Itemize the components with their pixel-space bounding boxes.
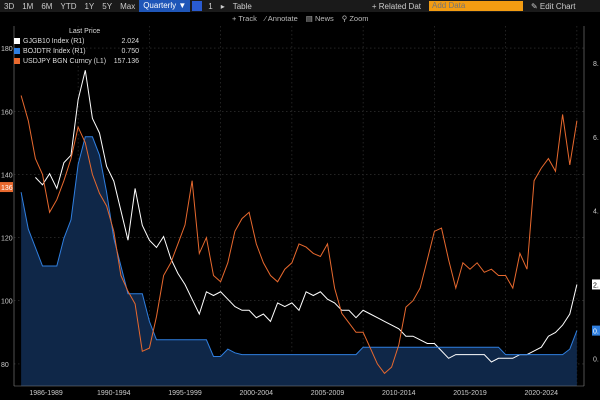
track-icon: + xyxy=(232,13,237,23)
x-tick-label-3: 2000-2004 xyxy=(240,390,274,397)
legend-swatch-white xyxy=(14,38,20,44)
chart-tools-bar: + Track ⁄ Annotate ▤ News ⚲ Zoom xyxy=(0,12,600,24)
track-button[interactable]: + Track xyxy=(232,13,257,23)
left-tick-label-140: 140 xyxy=(1,172,13,179)
chart-area[interactable]: 801001201401601801360.2.4.6.8.2.0.1986-1… xyxy=(0,24,600,400)
left-tick-label-120: 120 xyxy=(1,236,13,243)
legend-swatch-orange xyxy=(14,58,20,64)
series-line-0 xyxy=(35,70,578,363)
right-tick-label-4: 4. xyxy=(593,209,599,216)
range-1m-button[interactable]: 1M xyxy=(22,1,34,11)
chart-type-icon[interactable] xyxy=(192,1,203,11)
series-area-1 xyxy=(21,136,577,386)
range-1y-button[interactable]: 1Y xyxy=(84,1,95,11)
series-lines xyxy=(20,70,578,375)
x-tick-label-0: 1986-1989 xyxy=(29,390,63,397)
legend-item-gjgb10[interactable]: GJGB10 Index (R1) 2.024 xyxy=(14,36,139,46)
left-current-label: 136 xyxy=(1,185,13,192)
related-data-button[interactable]: + Related Dat xyxy=(371,1,421,11)
right-current-badge-white xyxy=(592,279,600,290)
range-ytd-button[interactable]: YTD xyxy=(60,1,77,11)
x-tick-label-1: 1990-1994 xyxy=(97,390,131,397)
annotate-icon: ⁄ xyxy=(264,13,267,23)
left-tick-label-180: 180 xyxy=(1,46,13,53)
legend: Last Price GJGB10 Index (R1) 2.024 BOJDT… xyxy=(14,28,139,66)
legend-header: Last Price xyxy=(69,28,101,35)
axes: 801001201401601801360.2.4.6.8.2.0.1986-1… xyxy=(0,26,600,397)
series-line-2 xyxy=(20,95,578,375)
legend-item-usdjpy[interactable]: USDJPY BGN Curncy (L1) 157.136 xyxy=(14,56,139,66)
grid-lines xyxy=(14,26,584,386)
news-icon: ▤ xyxy=(305,13,313,23)
zoom-icon: ⚲ xyxy=(341,13,348,23)
right-current-label-white: 2. xyxy=(593,282,599,289)
right-tick-label-8: 8. xyxy=(593,61,599,68)
left-tick-label-160: 160 xyxy=(1,109,13,116)
range-3d-button[interactable]: 3D xyxy=(4,1,15,11)
series-line-1 xyxy=(20,136,578,357)
legend-swatch-blue xyxy=(14,48,20,54)
x-tick-label-7: 2020-2024 xyxy=(525,390,559,397)
toolbar: 3D 1M 6M YTD 1Y 5Y Max Quarterly ▼ 1 ▸ T… xyxy=(0,0,600,12)
edit-chart-button[interactable]: ✎ Edit Chart xyxy=(530,1,576,11)
legend-item-bojdtr[interactable]: BOJDTR Index (R1) 0.750 xyxy=(14,46,139,56)
range-max-button[interactable]: Max xyxy=(120,1,136,11)
right-tick-label-0: 0. xyxy=(593,356,599,363)
zoom-button[interactable]: ⚲ Zoom xyxy=(341,13,369,23)
right-current-label-blue: 0. xyxy=(593,329,599,336)
right-tick-label-6: 6. xyxy=(593,135,599,142)
frequency-dropdown[interactable]: Quarterly ▼ xyxy=(139,0,191,12)
x-tick-label-4: 2005-2009 xyxy=(311,390,345,397)
range-5y-button[interactable]: 5Y xyxy=(102,1,113,11)
series-fill-area xyxy=(21,136,577,386)
annotate-button[interactable]: ⁄ Annotate xyxy=(264,13,298,23)
left-tick-label-80: 80 xyxy=(1,362,9,369)
add-data-input[interactable] xyxy=(428,1,523,11)
left-tick-label-100: 100 xyxy=(1,299,13,306)
x-tick-label-2: 1995-1999 xyxy=(168,390,202,397)
x-tick-label-5: 2010-2014 xyxy=(382,390,416,397)
left-current-badge xyxy=(0,182,13,193)
x-tick-label-6: 2015-2019 xyxy=(453,390,487,397)
table-button[interactable]: Table xyxy=(232,1,252,11)
range-6m-button[interactable]: 6M xyxy=(41,1,53,11)
right-current-badge-blue xyxy=(592,325,600,336)
news-button[interactable]: ▤ News xyxy=(305,13,334,23)
extra-option[interactable]: 1 xyxy=(208,1,213,11)
table-arrow-icon: ▸ xyxy=(220,1,225,11)
